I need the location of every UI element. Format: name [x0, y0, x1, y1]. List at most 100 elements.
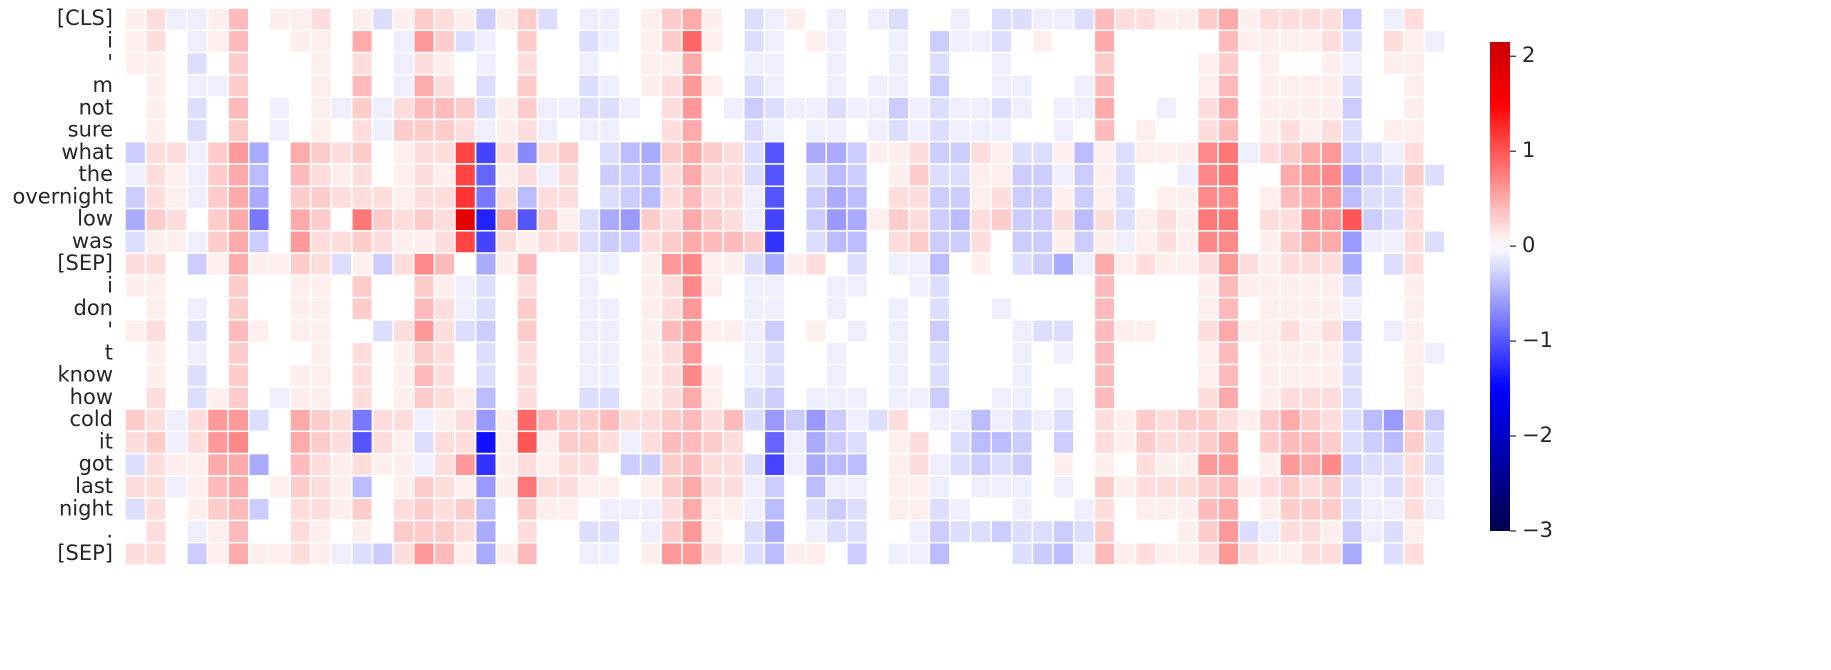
heatmap-cell [681, 452, 704, 477]
heatmap-cell [1279, 274, 1302, 299]
heatmap-cell [887, 341, 910, 366]
heatmap-cell [598, 252, 621, 277]
heatmap-cell [908, 252, 931, 277]
heatmap-cell [1423, 475, 1446, 499]
heatmap-cell [701, 207, 724, 232]
heatmap-cell [1361, 29, 1384, 54]
heatmap-cell [1403, 163, 1426, 187]
heatmap-cell [866, 452, 889, 477]
heatmap-cell [866, 341, 889, 366]
heatmap-cell [1052, 140, 1075, 165]
heatmap-cell [1238, 74, 1261, 98]
heatmap-cell [124, 29, 147, 54]
heatmap-cell [722, 475, 745, 499]
heatmap-cell [248, 74, 271, 98]
heatmap-cell [495, 29, 518, 54]
heatmap-cell [887, 7, 910, 32]
heatmap-cell [639, 274, 662, 299]
heatmap-cell [1093, 452, 1116, 477]
heatmap-cell [701, 341, 724, 366]
heatmap-cell [1238, 475, 1261, 499]
heatmap-cell [619, 274, 642, 299]
heatmap-cell [144, 296, 167, 321]
heatmap-cell [536, 319, 559, 343]
heatmap-cell [1114, 185, 1137, 210]
heatmap-cell [990, 7, 1013, 32]
heatmap-cell [887, 207, 910, 232]
heatmap-cell [454, 96, 477, 121]
heatmap-cell [1341, 118, 1364, 143]
heatmap-cell [825, 185, 848, 210]
heatmap-cell [351, 230, 374, 254]
heatmap-cell [784, 274, 807, 299]
heatmap-cell [1011, 497, 1034, 522]
heatmap-cell [371, 163, 394, 187]
heatmap-cell [825, 430, 848, 455]
heatmap-cell [1093, 296, 1116, 321]
heatmap-cell [227, 363, 250, 388]
heatmap-cell [1134, 7, 1157, 32]
heatmap-cell [1114, 408, 1137, 433]
heatmap-cell [1052, 96, 1075, 121]
heatmap-cell [1361, 51, 1384, 76]
heatmap-cell [1196, 386, 1219, 410]
heatmap-cell [186, 29, 209, 54]
heatmap-cell [206, 74, 229, 98]
heatmap-cell [1134, 541, 1157, 566]
heatmap-cell [763, 185, 786, 210]
heatmap-cell [846, 51, 869, 76]
heatmap-cell [557, 7, 580, 32]
heatmap-cell [330, 452, 353, 477]
heatmap-cell [825, 29, 848, 54]
heatmap-cell [619, 430, 642, 455]
heatmap-cell [1299, 140, 1322, 165]
heatmap-cell [392, 296, 415, 321]
heatmap-cell [289, 140, 312, 165]
heatmap-cell [1403, 118, 1426, 143]
heatmap-cell [1341, 163, 1364, 187]
heatmap-cell [124, 96, 147, 121]
heatmap-cell [1238, 140, 1261, 165]
heatmap-cell [351, 319, 374, 343]
heatmap-cell [598, 408, 621, 433]
heatmap-cell [186, 386, 209, 410]
heatmap-cell [536, 230, 559, 254]
heatmap-cell [908, 185, 931, 210]
heatmap-cell [433, 96, 456, 121]
heatmap-cell [1114, 475, 1137, 499]
heatmap-cell [268, 96, 291, 121]
heatmap-cell [639, 319, 662, 343]
heatmap-cell [784, 7, 807, 32]
heatmap-cell [248, 363, 271, 388]
heatmap-cell [1093, 497, 1116, 522]
heatmap-cell [1031, 230, 1054, 254]
heatmap-cell [701, 96, 724, 121]
heatmap-cell [165, 319, 188, 343]
heatmap-cell [1403, 296, 1426, 321]
heatmap-cell [681, 74, 704, 98]
heatmap-cell [763, 475, 786, 499]
heatmap-cell [1258, 363, 1281, 388]
heatmap-cell [454, 296, 477, 321]
heatmap-cell [1031, 29, 1054, 54]
heatmap-cell [1155, 118, 1178, 143]
heatmap-cell [660, 475, 683, 499]
heatmap-cell [908, 430, 931, 455]
heatmap-cell [248, 452, 271, 477]
heatmap-cell [433, 74, 456, 98]
heatmap-cell [557, 51, 580, 76]
heatmap-cell [681, 230, 704, 254]
heatmap-cell [763, 74, 786, 98]
heatmap-cell [330, 319, 353, 343]
heatmap-cell [1299, 497, 1322, 522]
heatmap-cell [1238, 252, 1261, 277]
heatmap-cell [1011, 452, 1034, 477]
heatmap-cell [990, 519, 1013, 544]
heatmap-cell [866, 207, 889, 232]
heatmap-cell [206, 118, 229, 143]
heatmap-cell [660, 207, 683, 232]
heatmap-cell [392, 207, 415, 232]
heatmap-cell [701, 7, 724, 32]
heatmap-cell [392, 452, 415, 477]
heatmap-cell [1093, 519, 1116, 544]
